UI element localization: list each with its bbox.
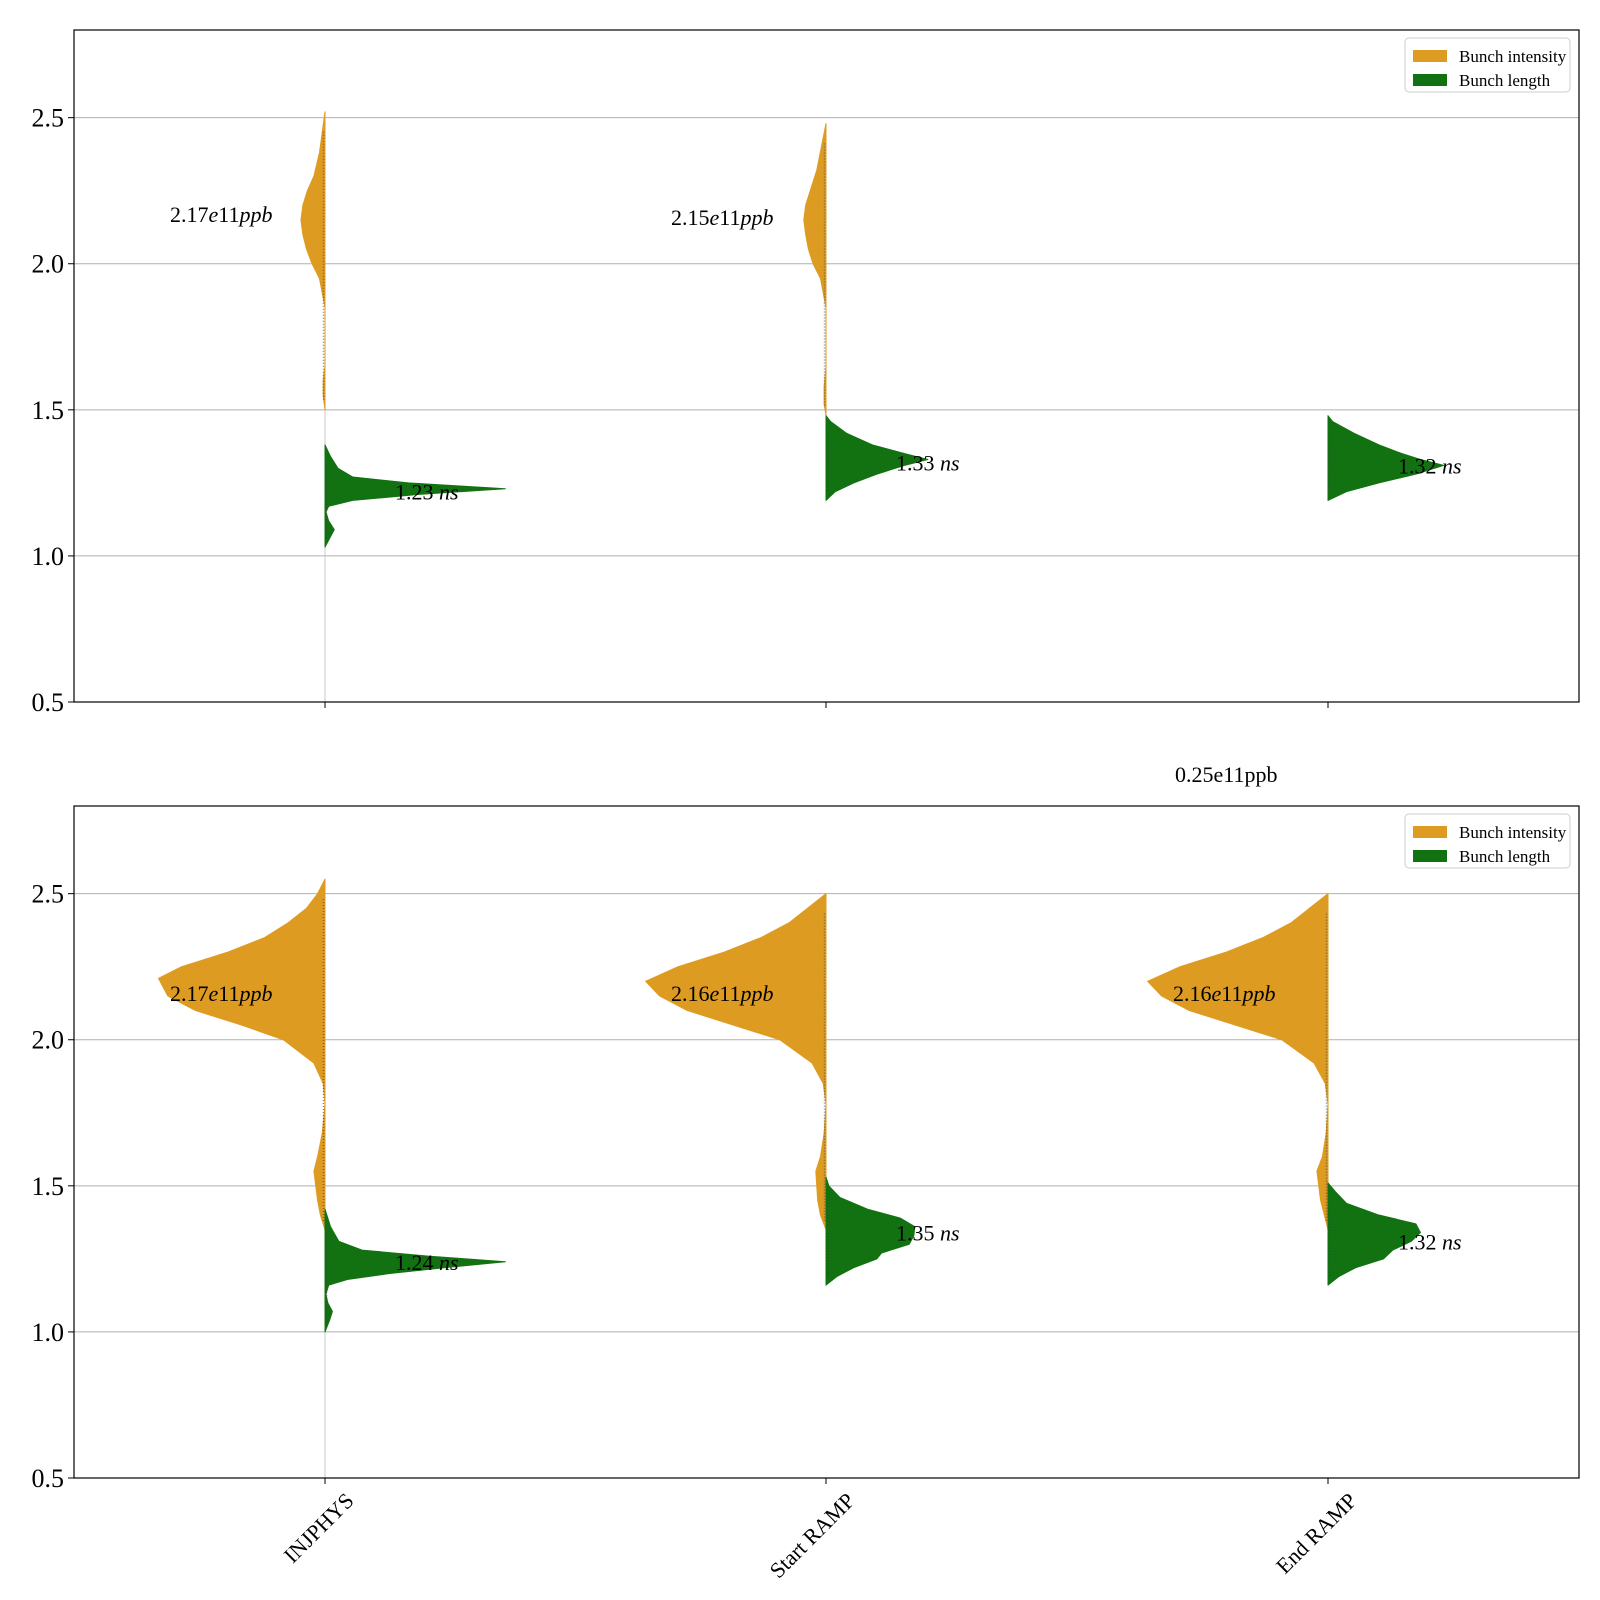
x-tick-label: End RAMP: [1271, 1488, 1362, 1579]
annotation-bunch-length-0: 1.23 ns: [395, 480, 459, 505]
violin-bunch-length-0: [324, 1208, 506, 1333]
y-tick-label: 1.0: [32, 1318, 65, 1347]
y-tick-label: 0.5: [32, 1464, 65, 1493]
violin-bunch-length-2: [1327, 1182, 1421, 1286]
violin-bunch-intensity-0: [300, 111, 326, 411]
violin-bunch-length-1: [825, 415, 929, 501]
violin-bunch-intensity-1: [803, 122, 827, 417]
annotation-bunch-intensity-2: 2.16e11ppb: [1173, 981, 1275, 1006]
legend-label: Bunch intensity: [1459, 47, 1567, 66]
legend: Bunch intensity Bunch length: [1404, 37, 1571, 93]
legend: Bunch intensity Bunch length: [1404, 813, 1571, 869]
violin-bunch-length-2: [1327, 415, 1445, 501]
y-tick-label: 2.5: [32, 104, 65, 133]
annotation-bunch-intensity-1: 2.16e11ppb: [671, 981, 773, 1006]
annotation-bunch-length-1: 1.33 ns: [896, 450, 960, 475]
legend-swatch: [1413, 850, 1447, 862]
violin-bunch-intensity-0: [158, 878, 326, 1231]
violin-bunch-intensity-2: [1147, 893, 1329, 1231]
y-tick-label: 2.0: [32, 250, 65, 279]
annotation-bunch-length-0: 1.24 ns: [395, 1250, 459, 1275]
panel-top: 2.17e11ppb 2.15e11ppb 1.23 ns 1.33 ns 1.32 n…: [32, 29, 1580, 717]
y-tick-label: 2.5: [32, 880, 65, 909]
legend-label: Bunch length: [1459, 71, 1551, 90]
legend-swatch: [1413, 74, 1447, 86]
violin-bunch-intensity-1: [645, 893, 827, 1231]
y-tick-label: 2.0: [32, 1026, 65, 1055]
y-tick-label: 0.5: [32, 688, 65, 717]
violin-bunch-length-1: [825, 1176, 916, 1286]
annotation-bunch-length-2: 1.32 ns: [1398, 453, 1462, 478]
x-tick-label: Start RAMP: [764, 1488, 859, 1583]
legend-label: Bunch length: [1459, 847, 1551, 866]
stray-annotation: 0.25e11ppb: [1175, 762, 1277, 788]
legend-swatch: [1413, 50, 1447, 62]
annotation-bunch-intensity-0: 2.17e11ppb: [170, 202, 272, 227]
stray-annotation-text: 0.25e11ppb: [1175, 762, 1278, 787]
panel-bottom: 2.17e11ppb 2.16e11ppb 2.16e11ppb 1.24 ns 1.3…: [32, 805, 1580, 1583]
violin-bunch-length-0: [324, 444, 506, 548]
y-tick-label: 1.5: [32, 396, 65, 425]
legend-swatch: [1413, 826, 1447, 838]
y-tick-label: 1.5: [32, 1172, 65, 1201]
y-tick-label: 1.0: [32, 542, 65, 571]
annotation-bunch-intensity-1: 2.15e11ppb: [671, 205, 773, 230]
annotation-bunch-length-1: 1.35 ns: [896, 1221, 960, 1246]
legend-label: Bunch intensity: [1459, 823, 1567, 842]
x-tick-label: INJPHYS: [279, 1488, 359, 1568]
annotation-bunch-length-2: 1.32 ns: [1398, 1229, 1462, 1254]
annotation-bunch-intensity-0: 2.17e11ppb: [170, 981, 272, 1006]
